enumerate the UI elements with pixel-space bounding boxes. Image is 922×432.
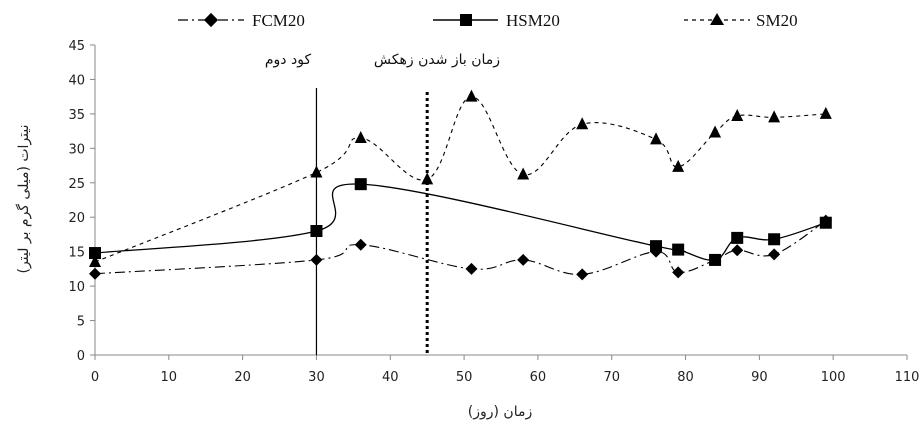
legend: FCM20 HSM20 SM20: [178, 11, 798, 30]
series-line-sm20: [94, 96, 826, 263]
legend-label-sm20: SM20: [756, 11, 798, 30]
x-tick-label: 40: [382, 370, 399, 385]
data-point-sm20: [731, 108, 744, 121]
data-point-hsm20: [650, 240, 663, 253]
data-point-hsm20: [709, 253, 722, 266]
y-tick-label: 30: [68, 142, 85, 157]
annotation-label-drain: زمان باز شدن زهکش: [374, 52, 500, 68]
data-point-hsm20: [310, 225, 323, 237]
legend-item-sm20: SM20: [684, 11, 798, 30]
series-line-fcm20: [94, 220, 827, 275]
data-point-sm20: [421, 172, 434, 185]
x-tick-label: 90: [751, 370, 768, 385]
data-point-hsm20: [354, 178, 367, 191]
data-point-fcm20: [517, 253, 530, 266]
data-point-sm20: [672, 159, 685, 172]
data-point-fcm20: [354, 238, 367, 251]
data-point-fcm20: [731, 244, 744, 257]
y-tick-label: 25: [68, 177, 85, 192]
data-point-fcm20: [672, 266, 685, 279]
x-tick-label: 20: [234, 370, 251, 385]
data-point-hsm20: [768, 233, 781, 246]
data-point-sm20: [517, 167, 530, 180]
data-point-sm20: [310, 165, 323, 178]
data-point-sm20: [465, 89, 478, 102]
x-tick-label: 100: [821, 370, 846, 385]
x-tick-label: 0: [91, 370, 99, 385]
y-tick-label: 40: [68, 73, 85, 88]
data-point-fcm20: [768, 248, 781, 261]
data-point-sm20: [819, 106, 832, 119]
data-point-sm20: [768, 110, 781, 123]
y-tick-label: 35: [68, 108, 85, 123]
y-tick-label: 20: [68, 211, 85, 226]
x-axis-title: زمان (روز): [468, 404, 532, 420]
data-point-hsm20: [672, 243, 685, 256]
data-point-sm20: [709, 125, 722, 138]
legend-item-hsm20: HSM20: [433, 11, 560, 30]
y-tick-label: 45: [68, 39, 85, 54]
annotations: کود دوم زمان باز شدن زهکش: [265, 52, 500, 355]
series-fcm20: [89, 214, 832, 281]
data-point-hsm20: [819, 216, 832, 229]
y-tick-label: 10: [68, 280, 85, 295]
y-axis-title: نیترات (میلی گرم بر لیتر): [15, 124, 32, 273]
y-tick-label: 5: [77, 315, 85, 330]
y-tick-label: 0: [77, 349, 85, 364]
legend-label-hsm20: HSM20: [506, 11, 560, 30]
data-point-fcm20: [465, 262, 478, 275]
legend-item-fcm20: FCM20: [178, 11, 305, 30]
series-line-hsm20: [94, 183, 826, 261]
x-tick-label: 110: [895, 370, 920, 385]
plot-area: [89, 89, 832, 281]
data-point-hsm20: [89, 247, 101, 260]
data-point-fcm20: [310, 253, 323, 266]
x-tick-label: 80: [677, 370, 694, 385]
y-tick-label: 15: [68, 246, 85, 261]
annotation-label-fertilizer: کود دوم: [265, 52, 312, 68]
data-point-hsm20: [731, 231, 744, 244]
x-tick-label: 50: [456, 370, 473, 385]
x-tick-label: 70: [603, 370, 620, 385]
data-point-sm20: [576, 117, 589, 130]
axes: [94, 45, 907, 356]
data-point-sm20: [354, 131, 367, 143]
x-tick-label: 30: [308, 370, 325, 385]
data-point-fcm20: [576, 268, 589, 281]
data-point-sm20: [89, 255, 101, 267]
series-hsm20: [89, 178, 832, 266]
data-point-fcm20: [89, 267, 101, 280]
series-sm20: [89, 89, 832, 267]
x-tick-label: 60: [530, 370, 547, 385]
axis-ticks: 0 10 20 30 40 50 60 70 80 90 100 110 0 5 10 15 20 25 30 35 4…: [68, 39, 919, 385]
data-point-sm20: [650, 132, 663, 145]
legend-label-fcm20: FCM20: [252, 11, 305, 30]
x-tick-label: 10: [161, 370, 178, 385]
